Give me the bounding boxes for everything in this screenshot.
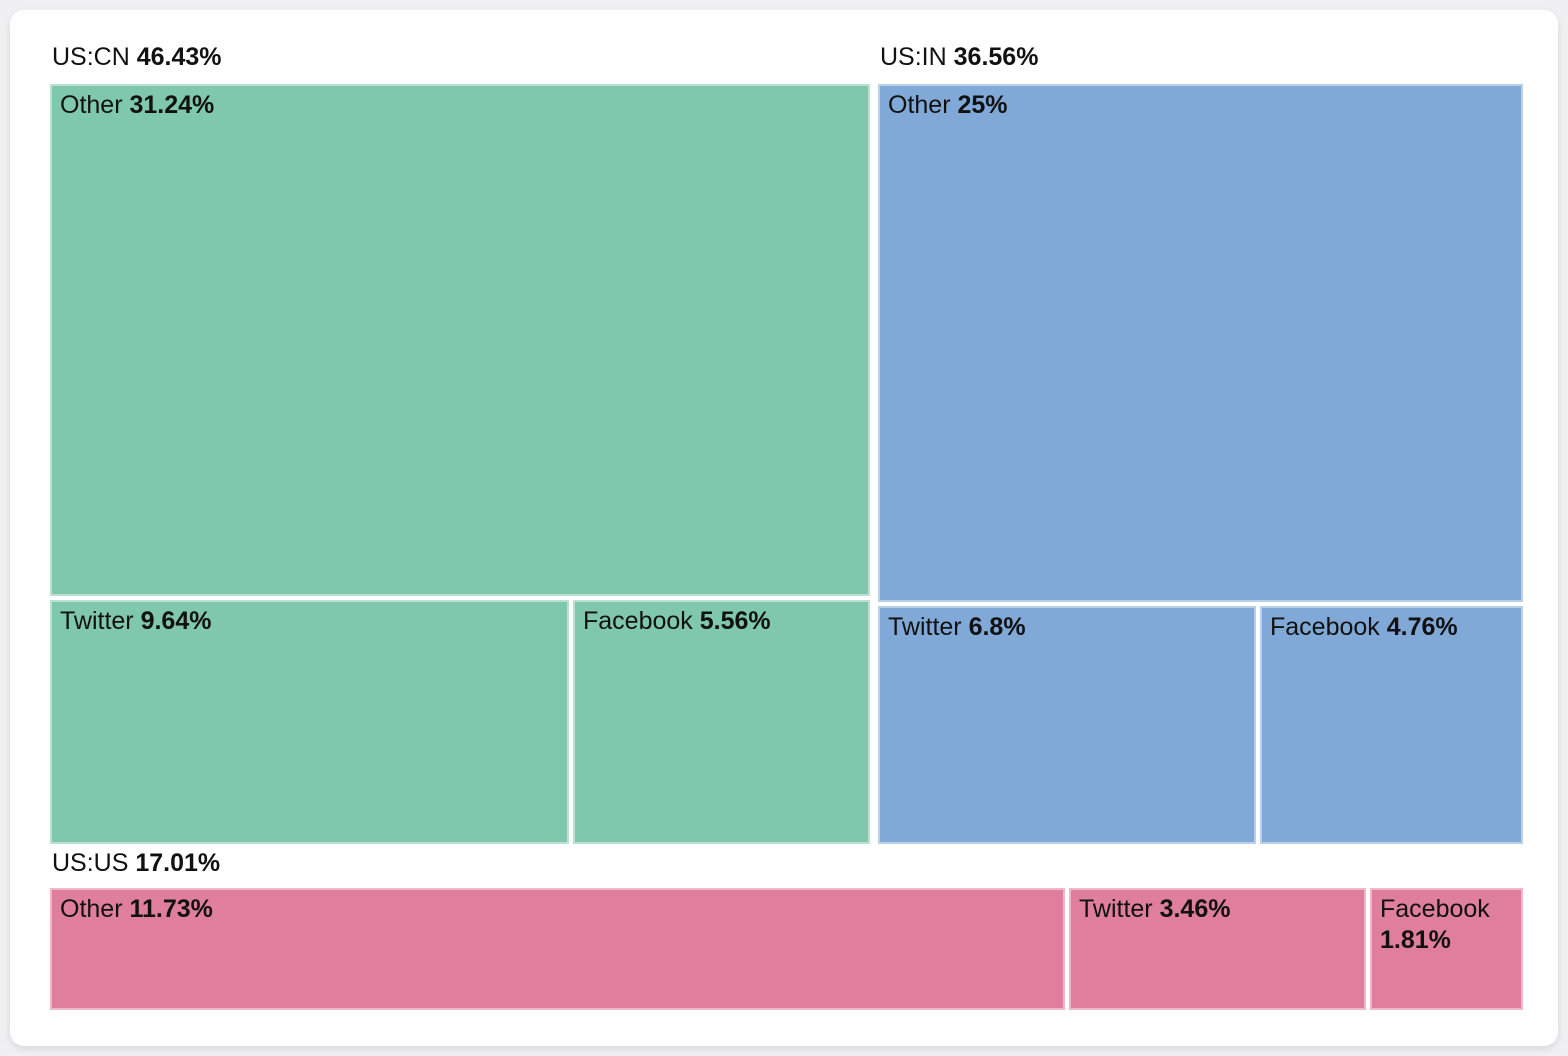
cell-label: Facebook 4.76% (1270, 612, 1513, 643)
cell-name: Facebook (583, 607, 693, 635)
treemap-cell-us-in-facebook[interactable]: Facebook 4.76% (1260, 606, 1523, 844)
group-header-us-in: US:IN 36.56% (880, 42, 1038, 72)
cell-name: Other (60, 91, 123, 119)
cell-value: 11.73% (129, 895, 213, 923)
cell-name: Other (888, 91, 951, 119)
cell-value: 9.64% (140, 607, 212, 635)
cell-value: 31.24% (129, 91, 215, 119)
cell-name: Twitter (1079, 895, 1153, 923)
cell-label: Other 25% (888, 90, 1513, 121)
cell-label: Twitter 6.8% (888, 612, 1246, 643)
group-label: US:US (52, 849, 129, 877)
group-value: 46.43% (136, 43, 222, 71)
cell-value: 25% (957, 91, 1008, 119)
cell-value: 3.46% (1159, 895, 1231, 923)
treemap-cell-us-cn-twitter[interactable]: Twitter 9.64% (50, 600, 569, 844)
group-value: 36.56% (953, 43, 1039, 71)
group-value: 17.01% (135, 849, 221, 877)
cell-label: Facebook 1.81% (1380, 894, 1513, 956)
cell-label: Twitter 9.64% (60, 606, 559, 637)
cell-label: Other 11.73% (60, 894, 1055, 925)
treemap-cell-us-us-other[interactable]: Other 11.73% (50, 888, 1065, 1010)
treemap-cell-us-cn-facebook[interactable]: Facebook 5.56% (573, 600, 870, 844)
treemap-cell-us-in-other[interactable]: Other 25% (878, 84, 1523, 602)
cell-label: Facebook 5.56% (583, 606, 860, 637)
cell-name: Twitter (888, 613, 962, 641)
cell-name: Facebook (1270, 613, 1380, 641)
treemap-cell-us-cn-other[interactable]: Other 31.24% (50, 84, 870, 596)
treemap-cell-us-in-twitter[interactable]: Twitter 6.8% (878, 606, 1256, 844)
group-header-us-us: US:US 17.01% (52, 848, 220, 878)
group-label: US:CN (52, 43, 130, 71)
cell-label: Twitter 3.46% (1079, 894, 1356, 925)
group-header-us-cn: US:CN 46.43% (52, 42, 222, 72)
cell-label: Other 31.24% (60, 90, 860, 121)
cell-name: Other (60, 895, 123, 923)
cell-value: 1.81% (1380, 926, 1451, 954)
group-label: US:IN (880, 43, 947, 71)
treemap-cell-us-us-facebook[interactable]: Facebook 1.81% (1370, 888, 1523, 1010)
cell-name: Twitter (60, 607, 134, 635)
treemap-cell-us-us-twitter[interactable]: Twitter 3.46% (1069, 888, 1366, 1010)
cell-value: 4.76% (1386, 613, 1458, 641)
cell-value: 5.56% (699, 607, 771, 635)
cell-name: Facebook (1380, 895, 1490, 923)
cell-value: 6.8% (968, 613, 1026, 641)
